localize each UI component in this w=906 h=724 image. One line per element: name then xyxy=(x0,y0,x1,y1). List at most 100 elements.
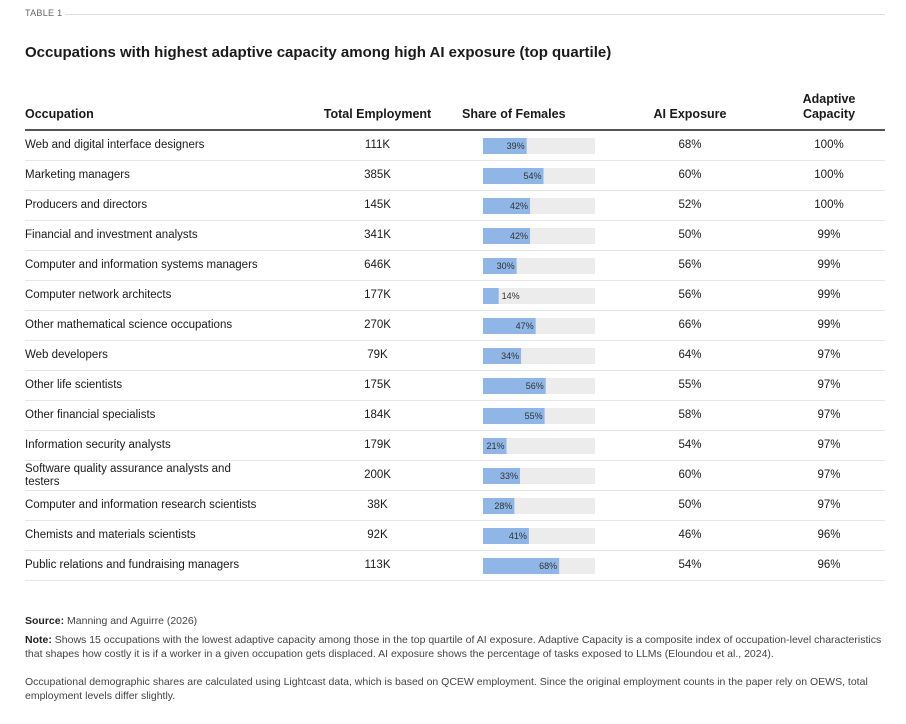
bar-track: 68% xyxy=(483,557,595,574)
share-bar xyxy=(483,257,517,274)
share-cell: 42% xyxy=(455,220,625,251)
occupation: Other financial specialists xyxy=(25,400,300,431)
employment: 38K xyxy=(300,490,455,521)
ai-exposure: 50% xyxy=(625,220,745,251)
share-cell: 68% xyxy=(455,550,625,581)
employment: 175K xyxy=(300,370,455,401)
occupation: Marketing managers xyxy=(25,160,300,191)
adaptive-capacity: 99% xyxy=(745,250,885,281)
share-cell: 28% xyxy=(455,490,625,521)
bar-svg xyxy=(483,257,517,274)
bar-svg xyxy=(483,347,522,364)
bar-svg xyxy=(483,377,546,394)
ai-exposure: 64% xyxy=(625,340,745,371)
column-header: Adaptive Capacity xyxy=(745,92,885,131)
bar-svg xyxy=(483,497,515,514)
occupation: Computer and information systems manager… xyxy=(25,250,300,281)
table-row: Web and digital interface designers 111K 3… xyxy=(25,130,885,161)
adaptive-capacity: 100% xyxy=(745,160,885,191)
occupation: Financial and investment analysts xyxy=(25,220,300,251)
bar-track: 28% xyxy=(483,497,595,514)
share-cell: 30% xyxy=(455,250,625,281)
share-bar xyxy=(483,227,531,244)
employment: 92K xyxy=(300,520,455,551)
employment: 145K xyxy=(300,190,455,221)
bar-label: 47% xyxy=(515,320,534,331)
employment: 200K xyxy=(300,460,455,491)
employment: 184K xyxy=(300,400,455,431)
bar-track: 42% xyxy=(483,227,595,244)
table-row: Financial and investment analysts 341K 42%… xyxy=(25,220,885,251)
bar-track: 33% xyxy=(483,467,595,484)
bar-label: 21% xyxy=(486,440,505,451)
share-cell: 42% xyxy=(455,190,625,221)
bar-svg xyxy=(483,317,536,334)
bar-label: 55% xyxy=(524,410,543,421)
employment: 79K xyxy=(300,340,455,371)
occupation: Chemists and materials scientists xyxy=(25,520,300,551)
share-bar xyxy=(483,497,515,514)
bar-svg xyxy=(483,287,499,304)
ai-exposure: 60% xyxy=(625,160,745,191)
adaptive-capacity: 97% xyxy=(745,430,885,461)
adaptive-capacity: 99% xyxy=(745,220,885,251)
share-cell: 55% xyxy=(455,400,625,431)
employment: 113K xyxy=(300,550,455,581)
bar-label: 30% xyxy=(496,260,515,271)
source: Source: Manning and Aguirre (2026) xyxy=(25,614,885,628)
footer: Source: Manning and Aguirre (2026) Note:… xyxy=(25,614,885,708)
bar-label: 33% xyxy=(499,470,518,481)
adaptive-capacity: 97% xyxy=(745,400,885,431)
ai-exposure: 50% xyxy=(625,490,745,521)
column-header: Total Employment xyxy=(300,92,455,131)
ai-exposure: 52% xyxy=(625,190,745,221)
share-cell: 33% xyxy=(455,460,625,491)
adaptive-capacity: 97% xyxy=(745,340,885,371)
adaptive-capacity: 97% xyxy=(745,370,885,401)
column-header: AI Exposure xyxy=(625,92,745,131)
bar-track: 39% xyxy=(483,137,595,154)
table-body: Web and digital interface designers 111K 3… xyxy=(25,130,885,581)
bar-track: 42% xyxy=(483,197,595,214)
bar-track: 54% xyxy=(483,167,595,184)
share-cell: 41% xyxy=(455,520,625,551)
table: Occupation Total Employment Share of Fem… xyxy=(25,92,885,581)
occupation: Web developers xyxy=(25,340,300,371)
bar-svg xyxy=(483,437,507,454)
share-cell: 56% xyxy=(455,370,625,401)
table-row: Computer network architects 177K 14% 56% 99% xyxy=(25,280,885,311)
bar-label: 41% xyxy=(508,530,527,541)
bar-svg xyxy=(483,407,545,424)
table-label: TABLE 1 xyxy=(25,8,63,18)
occupation: Software quality assurance analysts and … xyxy=(25,460,300,491)
occupation: Web and digital interface designers xyxy=(25,130,300,161)
share-bar xyxy=(483,167,544,184)
bar-track: 47% xyxy=(483,317,595,334)
share-bar xyxy=(483,377,546,394)
table-row: Web developers 79K 34% 64% 97% xyxy=(25,340,885,371)
share-cell: 39% xyxy=(455,130,625,161)
share-bar xyxy=(483,527,529,544)
share-bar xyxy=(483,197,531,214)
bar-label: 68% xyxy=(539,560,558,571)
bar-label: 42% xyxy=(510,230,529,241)
table-row: Information security analysts 179K 21% 54% 9… xyxy=(25,430,885,461)
bar-track: 56% xyxy=(483,377,595,394)
source-text: Manning and Aguirre (2026) xyxy=(67,615,198,627)
adaptive-capacity: 97% xyxy=(745,490,885,521)
adaptive-capacity: 100% xyxy=(745,130,885,161)
note: Note: Shows 15 occupations with the lowe… xyxy=(25,633,885,661)
header-text: Adaptive Capacity xyxy=(802,92,856,121)
bar-label: 54% xyxy=(523,170,542,181)
table-row: Other life scientists 175K 56% 55% 97% xyxy=(25,370,885,401)
bar-svg xyxy=(483,527,529,544)
table-row: Software quality assurance analysts and … xyxy=(25,460,885,491)
share-bar xyxy=(483,137,527,154)
bar-svg xyxy=(483,197,531,214)
occupation: Other life scientists xyxy=(25,370,300,401)
share-bar xyxy=(483,467,520,484)
table-row: Other mathematical science occupations 27… xyxy=(25,310,885,341)
table-row: Other financial specialists 184K 55% 58% 97% xyxy=(25,400,885,431)
ai-exposure: 55% xyxy=(625,370,745,401)
